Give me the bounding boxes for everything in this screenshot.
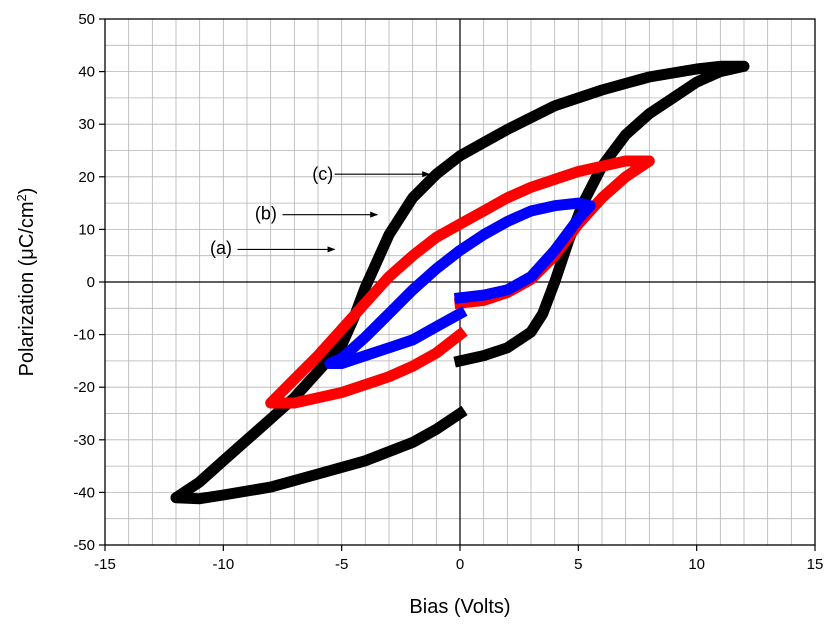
y-tick-labels: -50 -40 -30 -20 -10 0 10 20 30 40 50 [73, 11, 95, 554]
y-axis-title-close: ) [16, 188, 38, 195]
y-axis-title-main: Polarization (μC/cm [16, 202, 38, 377]
y-axis-title-superscript: 2 [14, 194, 29, 201]
y-tick-label: 30 [78, 116, 95, 133]
axis-ticks [99, 18, 816, 551]
x-tick-label: -15 [94, 556, 116, 573]
y-tick-label: 20 [78, 169, 95, 186]
series-line-a [324, 197, 596, 369]
zero-axis-lines [105, 19, 815, 545]
x-tick-label: 15 [807, 556, 824, 573]
y-tick-label: 0 [87, 274, 95, 291]
y-tick-label: 10 [78, 221, 95, 238]
y-tick-label: -50 [73, 537, 95, 554]
annotation-label: (a) [210, 238, 232, 258]
annotation-label: (b) [255, 204, 277, 224]
y-axis-title: Polarization (μC/cm2) [14, 188, 39, 377]
x-tick-label: 0 [456, 556, 464, 573]
x-tick-label: 10 [688, 556, 705, 573]
annotation-label: (c) [312, 164, 333, 184]
y-tick-label: 40 [78, 64, 95, 81]
y-tick-label: 50 [78, 11, 95, 28]
annotations: (c) (b) (a) [210, 164, 431, 258]
x-tick-label: -5 [335, 556, 348, 573]
x-tick-label: -10 [212, 556, 234, 573]
x-tick-labels: -15 -10 -5 0 5 10 15 [94, 556, 823, 573]
x-tick-label: 5 [574, 556, 582, 573]
y-tick-label: -20 [73, 379, 95, 396]
series-line-c [170, 60, 750, 505]
series-layer [170, 60, 750, 505]
y-tick-label: -40 [73, 484, 95, 501]
y-tick-label: -10 [73, 327, 95, 344]
y-tick-label: -30 [73, 432, 95, 449]
x-axis-title: Bias (Volts) [409, 596, 510, 618]
